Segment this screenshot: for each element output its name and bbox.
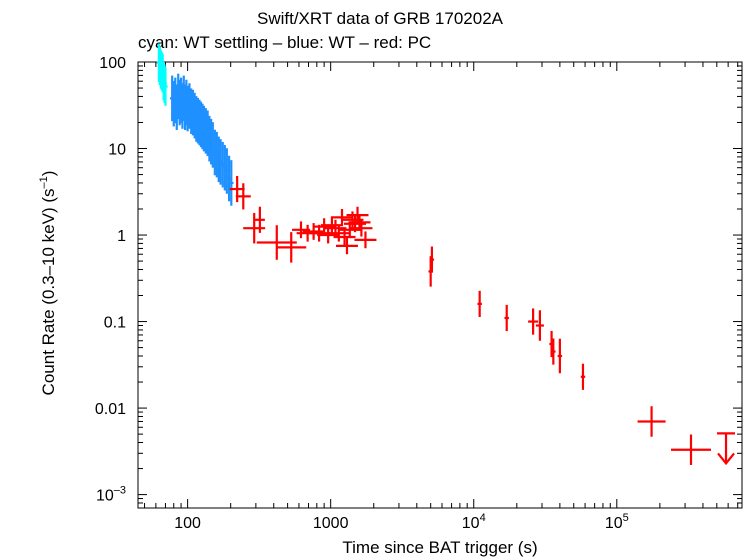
data-point [331, 208, 354, 226]
y-axis-label-sup: –1 [38, 176, 50, 188]
y-tick-label: 10 [108, 142, 126, 159]
data-point [670, 434, 711, 465]
data-point [354, 231, 377, 249]
data-point [235, 183, 251, 210]
y-tick-label: 100 [99, 55, 126, 72]
data-point [535, 310, 544, 341]
data-point [637, 406, 666, 437]
x-axis-ticks: 100 1000 104 105 [144, 62, 739, 532]
chart-subtitle: cyan: WT settling – blue: WT – red: PC [138, 33, 431, 52]
upper-limit-marker [717, 432, 736, 466]
plot-border [137, 61, 743, 509]
data-point [229, 160, 234, 206]
x-tick-label: 105 [605, 512, 629, 532]
y-tick-label: 0.01 [95, 401, 126, 418]
data-point [350, 219, 373, 237]
data-point [557, 338, 563, 374]
data-point [254, 206, 265, 233]
data-point [346, 206, 369, 224]
data-points [156, 43, 736, 466]
data-point [327, 224, 350, 242]
data-point [528, 308, 539, 335]
x-tick-label: 100 [174, 515, 201, 532]
y-tick-label: 0.1 [104, 315, 126, 332]
y-tick-label: 1 [117, 228, 126, 245]
plot-frame [137, 61, 743, 509]
data-point [335, 237, 358, 255]
y-tick-label: 10–3 [96, 485, 126, 505]
data-point [229, 175, 245, 203]
y-axis-label-main: Count Rate (0.3–10 keV) (s [39, 188, 58, 395]
data-point [276, 232, 307, 263]
x-axis-label: Time since BAT trigger (s) [342, 538, 537, 557]
data-point [504, 304, 509, 332]
data-point [243, 212, 266, 244]
data-point [429, 246, 435, 273]
y-axis-label: Count Rate (0.3–10 keV) (s–1) [38, 171, 58, 396]
data-point [163, 67, 168, 106]
x-tick-label: 104 [462, 512, 486, 532]
data-point [477, 290, 482, 317]
data-point [333, 228, 356, 246]
y-axis-ticks: 100 10 1 0.1 0.01 10–3 [95, 55, 742, 509]
y-axis-label-tail: ) [39, 171, 58, 177]
data-point [580, 363, 586, 390]
data-point [256, 225, 297, 260]
x-tick-label: 1000 [313, 515, 349, 532]
chart-title: Swift/XRT data of GRB 170202A [257, 9, 504, 28]
data-point [551, 338, 556, 365]
